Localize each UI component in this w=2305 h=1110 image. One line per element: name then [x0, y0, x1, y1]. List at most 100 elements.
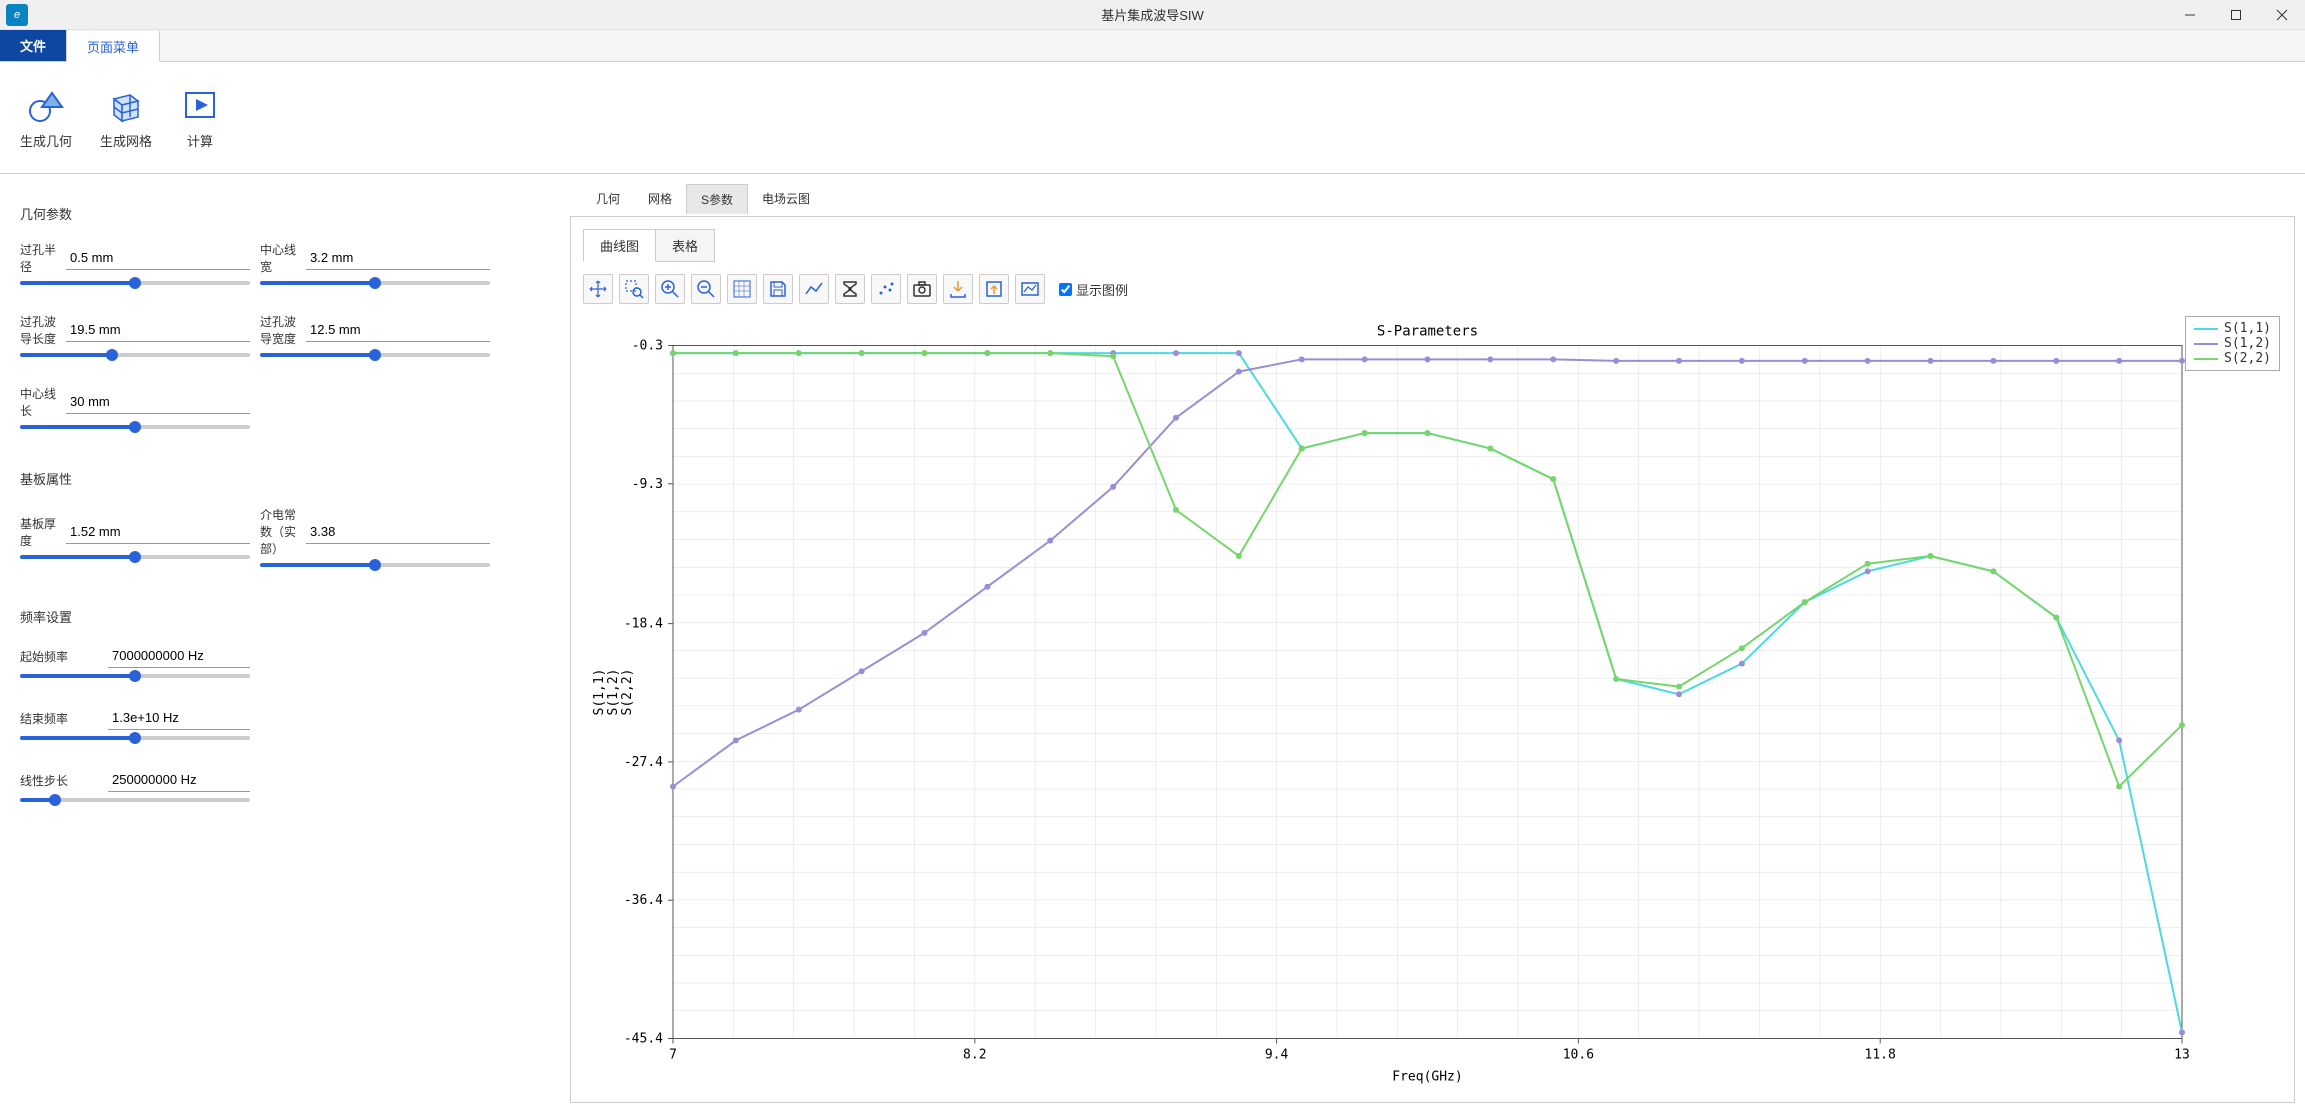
param-via-radius: 过孔半径 — [20, 241, 250, 285]
svg-text:9.4: 9.4 — [1265, 1048, 1289, 1063]
geometry-icon — [26, 85, 66, 125]
subtab-table[interactable]: 表格 — [655, 229, 715, 262]
param-input-end-freq[interactable] — [108, 706, 250, 730]
slider-center-length[interactable] — [20, 425, 250, 429]
window-controls — [2167, 0, 2305, 30]
param-label: 中心线长 — [20, 385, 58, 419]
line-chart-icon[interactable] — [799, 274, 829, 304]
scatter-icon[interactable] — [871, 274, 901, 304]
content-area: 几何 网格 S参数 电场云图 曲线图 表格 — [570, 174, 2305, 1110]
param-label: 过孔波导长度 — [20, 313, 58, 347]
ribbon-label: 生成几何 — [20, 131, 72, 150]
svg-text:-27.4: -27.4 — [624, 755, 663, 770]
export-icon[interactable] — [943, 274, 973, 304]
legend-checkbox-label: 显示图例 — [1076, 280, 1128, 299]
ribbon-label: 计算 — [187, 131, 213, 150]
svg-text:S(1,1): S(1,1) — [592, 669, 607, 716]
param-input-center-length[interactable] — [66, 390, 250, 414]
svg-text:S-Parameters: S-Parameters — [1377, 324, 1478, 340]
s-parameter-chart: 78.29.410.611.813-0.3-9.3-18.4-27.4-36.4… — [583, 314, 2282, 1090]
param-label: 过孔波导宽度 — [260, 313, 298, 347]
section-substrate: 基板属性 基板厚度 介电常数（实部） — [20, 469, 550, 567]
view-tabs: 几何 网格 S参数 电场云图 — [570, 184, 2295, 214]
svg-text:11.8: 11.8 — [1865, 1048, 1896, 1063]
slider-via-radius[interactable] — [20, 281, 250, 285]
chart-toolbar: 显示图例 — [583, 270, 2282, 314]
slider-start-freq[interactable] — [20, 674, 250, 678]
param-via-wg-length: 过孔波导长度 — [20, 313, 250, 357]
param-via-wg-width: 过孔波导宽度 — [260, 313, 490, 357]
section-title: 频率设置 — [20, 607, 550, 626]
param-substrate-thick: 基板厚度 — [20, 515, 250, 559]
pan-icon[interactable] — [583, 274, 613, 304]
param-input-center-width[interactable] — [306, 246, 490, 270]
grid-icon[interactable] — [727, 274, 757, 304]
param-input-via-wg-length[interactable] — [66, 318, 250, 342]
svg-text:8.2: 8.2 — [963, 1048, 986, 1063]
chart-panel: 曲线图 表格 显示图例 — [570, 216, 2295, 1103]
show-legend-checkbox[interactable]: 显示图例 — [1059, 280, 1128, 299]
param-input-start-freq[interactable] — [108, 644, 250, 668]
maximize-button[interactable] — [2213, 0, 2259, 30]
sigma-icon[interactable] — [835, 274, 865, 304]
svg-text:Freq(GHz): Freq(GHz) — [1392, 1070, 1462, 1085]
param-label: 中心线宽 — [260, 241, 298, 275]
chart-subtabs: 曲线图 表格 — [583, 229, 2282, 262]
slider-center-width[interactable] — [260, 281, 490, 285]
close-button[interactable] — [2259, 0, 2305, 30]
slider-end-freq[interactable] — [20, 736, 250, 740]
zoom-out-icon[interactable] — [691, 274, 721, 304]
section-frequency: 频率设置 起始频率 结束频率 线性步长 — [20, 607, 550, 802]
section-title: 几何参数 — [20, 204, 550, 223]
param-input-substrate-thick[interactable] — [66, 520, 250, 544]
tab-efield[interactable]: 电场云图 — [748, 184, 824, 214]
save-icon[interactable] — [763, 274, 793, 304]
ribbon-generate-geometry[interactable]: 生成几何 — [10, 79, 82, 156]
tab-geometry[interactable]: 几何 — [582, 184, 634, 214]
chart-area: 78.29.410.611.813-0.3-9.3-18.4-27.4-36.4… — [583, 314, 2282, 1090]
slider-step[interactable] — [20, 798, 250, 802]
menu-file[interactable]: 文件 — [0, 30, 67, 61]
svg-text:-18.4: -18.4 — [624, 617, 663, 632]
import-icon[interactable] — [979, 274, 1009, 304]
slider-via-wg-length[interactable] — [20, 353, 250, 357]
slider-substrate-thick[interactable] — [20, 555, 250, 559]
ribbon-compute[interactable]: 计算 — [170, 79, 230, 156]
ribbon-generate-mesh[interactable]: 生成网格 — [90, 79, 162, 156]
slider-permittivity[interactable] — [260, 563, 490, 567]
slider-via-wg-width[interactable] — [260, 353, 490, 357]
mesh-icon — [106, 85, 146, 125]
param-end-freq: 结束频率 — [20, 706, 250, 740]
legend-checkbox-input[interactable] — [1059, 283, 1072, 296]
reset-chart-icon[interactable] — [1015, 274, 1045, 304]
zoom-box-icon[interactable] — [619, 274, 649, 304]
tab-mesh[interactable]: 网格 — [634, 184, 686, 214]
param-step: 线性步长 — [20, 768, 250, 802]
menu-page[interactable]: 页面菜单 — [67, 31, 160, 62]
ribbon: 生成几何 生成网格 计算 — [0, 62, 2305, 174]
svg-text:-9.3: -9.3 — [632, 477, 663, 492]
svg-text:-36.4: -36.4 — [624, 893, 663, 908]
param-input-via-radius[interactable] — [66, 246, 250, 270]
section-title: 基板属性 — [20, 469, 550, 488]
minimize-button[interactable] — [2167, 0, 2213, 30]
param-start-freq: 起始频率 — [20, 644, 250, 678]
svg-text:10.6: 10.6 — [1563, 1048, 1594, 1063]
svg-text:-45.4: -45.4 — [624, 1032, 663, 1047]
param-label: 介电常数（实部） — [260, 506, 298, 557]
menu-bar: 文件 页面菜单 — [0, 30, 2305, 62]
param-input-permittivity[interactable] — [306, 520, 490, 544]
zoom-in-icon[interactable] — [655, 274, 685, 304]
svg-text:13: 13 — [2174, 1048, 2190, 1063]
param-label: 线性步长 — [20, 772, 100, 789]
param-center-width: 中心线宽 — [260, 241, 490, 285]
camera-icon[interactable] — [907, 274, 937, 304]
param-label: 过孔半径 — [20, 241, 58, 275]
param-label: 结束频率 — [20, 710, 100, 727]
param-input-via-wg-width[interactable] — [306, 318, 490, 342]
svg-text:-0.3: -0.3 — [632, 339, 663, 354]
subtab-curve[interactable]: 曲线图 — [583, 229, 656, 262]
tab-s-params[interactable]: S参数 — [686, 184, 748, 214]
title-bar: e 基片集成波导SIW — [0, 0, 2305, 30]
param-input-step[interactable] — [108, 768, 250, 792]
